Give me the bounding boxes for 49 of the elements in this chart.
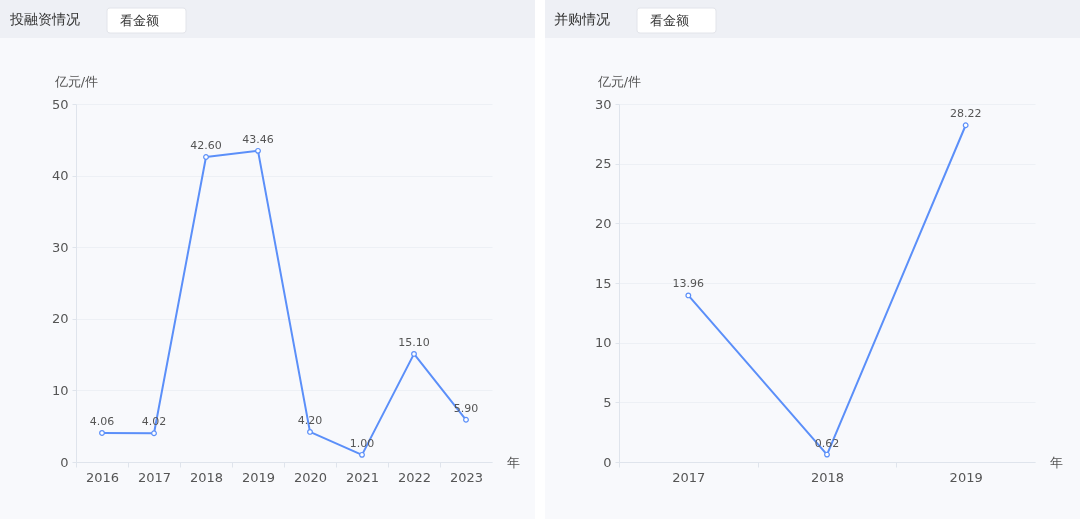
y-axis-title: 亿元/件 [53,73,99,89]
data-label: 15.10 [398,335,430,349]
point [962,122,969,129]
data-label: 28.22 [949,107,982,121]
x-tick-label: 2017 [672,469,706,485]
x-tick-label: 2016 [85,469,120,485]
y-tick-label: 30 [51,239,69,255]
x-tick-label: 2019 [241,469,276,485]
point [411,350,417,357]
point [359,451,365,458]
data-label: 13.96 [672,277,705,291]
x-tick-label: 2017 [137,469,172,485]
text: 看金额 [650,13,689,28]
x-tick-label: 2018 [810,469,845,485]
x-axis-title: 年 [1050,454,1063,470]
y-tick-label: 30 [594,96,612,112]
y-tick-label: 10 [51,382,69,398]
point [255,147,261,154]
x-tick-label: 2022 [397,469,432,485]
point [203,154,209,160]
x-tick-label: 2020 [293,469,328,485]
x-tick-label: 2018 [189,469,224,485]
chart-title: 并购情况 [554,11,610,27]
y-tick-label: 25 [594,156,612,172]
y-tick-label: 20 [51,311,69,327]
chart-title: 投融资情况 [9,11,80,27]
text: 看金额 [120,13,159,28]
y-tick-label: 50 [51,96,69,112]
data-label: 43.46 [242,132,274,146]
x-tick-label: 2023 [449,469,484,485]
y-tick-label: 10 [594,335,612,351]
y-tick-label: 0 [603,454,612,470]
point [307,428,313,435]
point [824,451,830,458]
y-tick-label: 5 [603,394,612,410]
point [685,292,692,299]
y-tick-label: 40 [51,168,69,184]
x-axis-title: 年 [507,454,520,470]
y-tick-label: 0 [60,454,69,470]
y-tick-label: 15 [594,275,612,291]
point [99,429,105,436]
y-tick-label: 20 [594,215,612,231]
data-label: 4.06 [89,414,115,428]
point [463,416,469,423]
data-label: 42.60 [190,138,222,152]
x-tick-label: 2021 [345,469,380,485]
x-tick-label: 2019 [949,469,983,485]
point [151,430,157,437]
y-axis-title: 亿元/件 [596,73,642,89]
